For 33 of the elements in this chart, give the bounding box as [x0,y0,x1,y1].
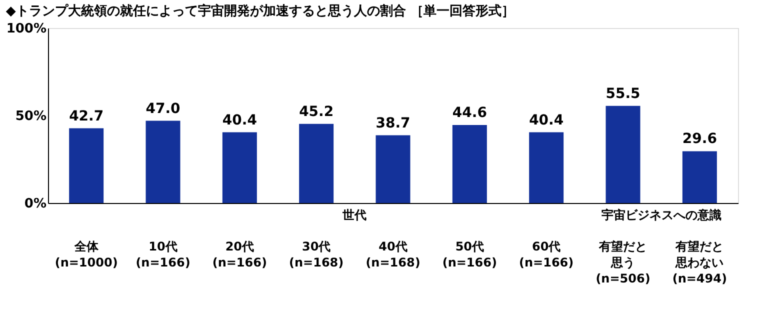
bar [299,124,334,203]
data-label: 42.7 [69,108,104,124]
x-tick-label: 40代 (n=168) [366,240,420,270]
chart-title: ◆トランプ大統領の就任によって宇宙開発が加速すると思う人の割合 ［単一回答形式］ [6,3,514,19]
text: 宇宙ビジネスへの意識 [601,208,722,222]
bar [146,120,180,203]
bar [376,135,410,203]
bar [682,151,717,203]
data-label: 40.4 [529,112,564,128]
data-label: 38.7 [376,115,410,132]
x-tick-label: 60代 (n=166) [519,240,574,270]
x-tick-label: 50代 (n=166) [442,240,497,270]
bar [69,128,104,203]
y-tick-label: 0% [24,196,46,212]
x-tick-label: 有望だと思う (n=506) [596,240,650,286]
data-label: 45.2 [299,104,334,120]
x-tick-label: 30代 (n=168) [289,240,344,270]
text: 世代 [342,208,367,222]
y-tick-label: 100% [6,22,46,36]
x-tick-label: 全体 (n=1000) [54,240,118,270]
bar [452,124,487,203]
x-tick-label: 20代 (n=166) [212,240,267,270]
data-label: 40.4 [222,112,258,128]
data-label: 47.0 [146,100,181,117]
data-label: 44.6 [452,104,487,121]
data-label: 55.5 [606,86,640,102]
x-tick-label: 10代 (n=166) [136,240,190,270]
bar [606,106,640,203]
y-tick-label: 50% [15,109,46,124]
x-tick-label: 有望だと思わない (n=494) [672,240,727,286]
bar [529,132,564,203]
data-label: 29.6 [682,131,717,148]
bar [222,132,257,203]
